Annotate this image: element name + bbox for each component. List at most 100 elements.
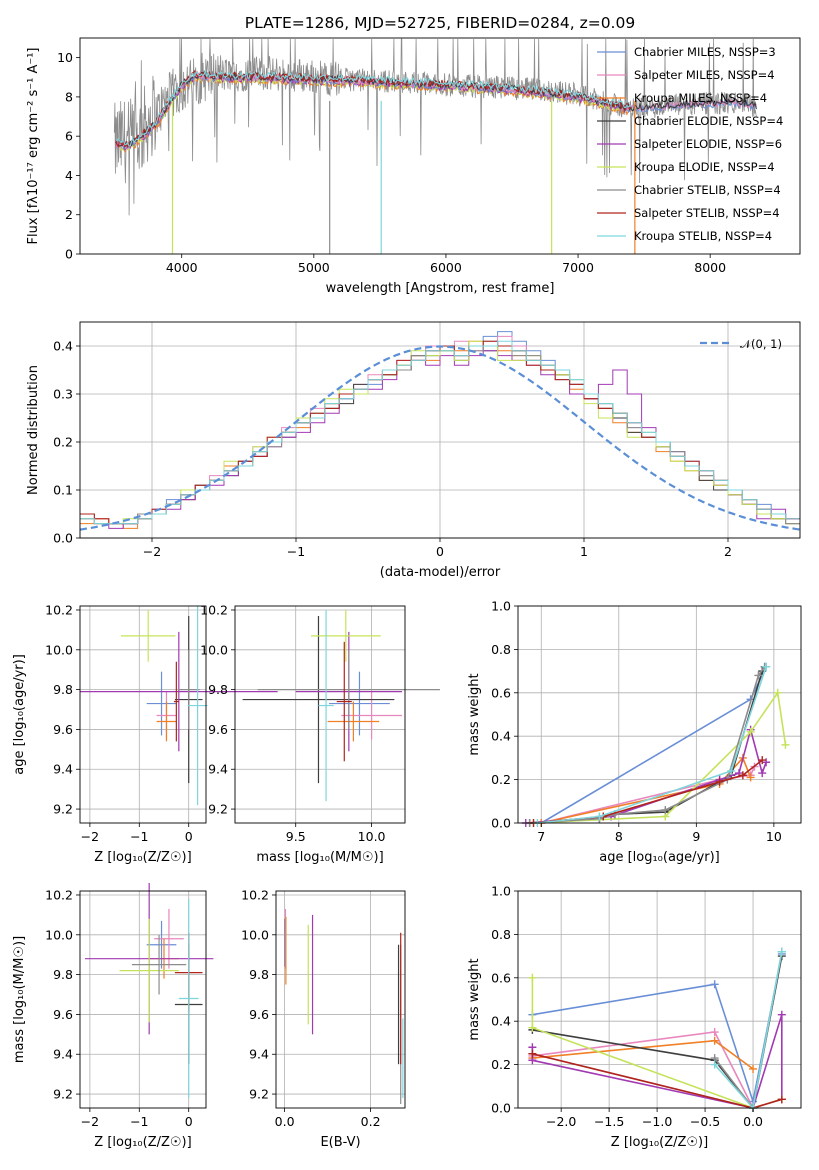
weight-marker — [710, 1036, 719, 1045]
residual-histogram-panel: −2 −1 0 1 2 0.0 0.1 0.2 0.3 0.4 (data-model)/error… — [26, 321, 801, 580]
weight-series-line — [537, 666, 767, 824]
legend-entry: Chabrier MILES, NSSP=3 — [634, 45, 776, 59]
weight-marker — [777, 1010, 786, 1019]
legend-entry: 𝒩(0, 1) — [740, 337, 782, 351]
axes-frame: 7 8 9 10 0.0 0.2 0.4 0.6 0.8 1.0 age [log₁₀(age/yr… — [467, 599, 802, 865]
axes-frame: 4000 5000 6000 7000 8000 0 2 4 6 8 10 wavelength [A… — [26, 37, 801, 296]
y-axis-label: Flux [fλ10⁻¹⁷ erg cm⁻² s⁻¹ A⁻¹] — [26, 48, 41, 245]
plot-area — [242, 609, 440, 802]
y-tick-label: 0.1 — [53, 483, 73, 498]
y-tick-label: 0.4 — [53, 339, 73, 354]
y-tick-label: 6 — [65, 129, 73, 144]
legend-entry: Chabrier ELODIE, NSSP=4 — [634, 114, 783, 128]
weight-marker — [710, 1060, 719, 1069]
y-tick-label: 0.0 — [491, 1101, 511, 1116]
x-tick-label: 9.5 — [286, 829, 306, 844]
x-tick-label: 0 — [436, 544, 444, 559]
axes-frame: 9.5 10.0 9.2 9.4 9.6 9.8 10.0 10.2 mass [log₁₀(M… — [200, 602, 406, 865]
spectrum-legend: Chabrier MILES, NSSP=3 Salpeter MILES, NS… — [597, 45, 783, 243]
x-tick-label: 5000 — [298, 260, 330, 275]
y-tick-label: 9.6 — [53, 1007, 73, 1022]
weight-marker — [710, 1028, 719, 1037]
age-vs-metallicity-panel: −2 −1 0 9.2 9.4 9.6 9.8 10.0 10.2 Z [log₁₀(Z/Z☉)]… — [12, 602, 278, 865]
y-tick-label: 0.0 — [491, 816, 511, 831]
x-tick-label: 2 — [724, 544, 732, 559]
plot-area — [79, 331, 801, 531]
plot-area — [80, 606, 278, 806]
weight-marker — [715, 777, 724, 786]
legend-entry: Salpeter MILES, NSSP=4 — [634, 68, 775, 82]
y-tick-label: 9.4 — [208, 762, 228, 777]
x-tick-label: 7 — [537, 829, 545, 844]
axes-frame: −2 −1 0 1 2 0.0 0.1 0.2 0.3 0.4 (data-model)/error… — [26, 321, 801, 580]
y-tick-label: 9.2 — [53, 802, 73, 817]
weight-marker — [758, 756, 767, 765]
spectrum-panel: 4000 5000 6000 7000 8000 0 2 4 6 8 10 wavelength [A… — [26, 37, 801, 296]
mass-vs-metallicity-panel: −2 −1 0 9.2 9.4 9.6 9.8 10.0 10.2 Z [log₁₀(Z/Z☉)]… — [12, 883, 214, 1150]
x-axis-label: mass [log₁₀(M/M☉)] — [256, 850, 383, 865]
weight-marker — [773, 688, 782, 697]
y-tick-label: 10.0 — [241, 927, 269, 942]
x-tick-label: −2.0 — [546, 1114, 576, 1129]
axes-border — [275, 890, 406, 1109]
axes-border — [79, 890, 207, 1109]
y-tick-label: 2 — [65, 207, 73, 222]
x-tick-label: −2 — [81, 1114, 99, 1129]
y-tick-label: 0.2 — [491, 772, 511, 787]
legend-entry: Chabrier STELIB, NSSP=4 — [634, 183, 781, 197]
gaussian-reference-curve — [79, 345, 801, 531]
weight-marker — [595, 812, 604, 821]
x-tick-label: −1.0 — [642, 1114, 672, 1129]
axes-border — [517, 605, 802, 824]
y-tick-label: 0.8 — [491, 642, 511, 657]
y-tick-label: 0.2 — [53, 435, 73, 450]
y-axis-label: Normed distribution — [26, 365, 41, 495]
x-axis-label: Z [log₁₀(Z/Z☉)] — [611, 1135, 708, 1150]
x-tick-label: −2 — [81, 829, 99, 844]
x-tick-label: −0.5 — [690, 1114, 720, 1129]
histogram-series-line — [80, 340, 800, 525]
y-tick-label: 0.2 — [491, 1057, 511, 1072]
weight-marker — [727, 766, 736, 775]
x-tick-label: −1 — [287, 544, 305, 559]
y-tick-label: 10.2 — [45, 887, 73, 902]
x-axis-label: E(B-V) — [320, 1135, 360, 1150]
y-tick-label: 10.0 — [200, 642, 228, 657]
plot-area — [521, 662, 790, 827]
model-spectrum-line — [115, 68, 631, 147]
y-tick-label: 9.8 — [53, 682, 73, 697]
y-tick-label: 0.0 — [53, 531, 73, 546]
axes-frame: −2 −1 0 9.2 9.4 9.6 9.8 10.0 10.2 Z [log₁₀(Z/Z☉)]… — [12, 602, 207, 865]
y-axis-label: mass weight — [467, 958, 482, 1040]
weight-marker — [746, 727, 755, 736]
x-axis-label: Z [log₁₀(Z/Z☉)] — [94, 850, 191, 865]
y-tick-label: 10.0 — [45, 642, 73, 657]
figure-title: PLATE=1286, MJD=52725, FIBERID=0284, z=0… — [245, 14, 635, 32]
y-tick-label: 9.2 — [208, 802, 228, 817]
weight-marker — [777, 947, 786, 956]
y-tick-label: 0.8 — [491, 927, 511, 942]
weight-marker — [528, 1049, 537, 1058]
axes-frame: 0.0 0.2 9.2 9.4 9.6 9.8 10.0 10.2 E(B-V) — [241, 887, 406, 1150]
plot-area — [84, 883, 214, 1099]
histogram-legend: 𝒩(0, 1) — [700, 337, 782, 351]
x-axis-label: age [log₁₀(age/yr)] — [599, 850, 720, 865]
x-tick-label: 10.0 — [358, 829, 386, 844]
y-tick-label: 8 — [65, 89, 73, 104]
weight-marker — [777, 1095, 786, 1104]
weight-marker — [749, 1064, 758, 1073]
y-axis-label: mass [log₁₀(M/M☉)] — [12, 936, 27, 1063]
legend-entry: Kroupa STELIB, NSSP=4 — [634, 229, 772, 243]
y-tick-label: 0.4 — [491, 729, 511, 744]
y-tick-label: 9.8 — [249, 967, 269, 982]
axes-border — [517, 890, 802, 1109]
y-axis-label: age [log₁₀(age/yr)] — [12, 654, 27, 775]
y-tick-label: 9.6 — [249, 1007, 269, 1022]
axes-frame: −2 −1 0 9.2 9.4 9.6 9.8 10.0 10.2 Z [log₁₀(Z/Z☉)]… — [12, 887, 207, 1150]
x-tick-label: 4000 — [166, 260, 198, 275]
weight-marker — [710, 980, 719, 989]
mass-weight-vs-metallicity-panel: −2.0 −1.5 −1.0 −0.5 0.0 0.0 0.2 0.4 0.6 0.8 1.0 Z [… — [467, 884, 802, 1150]
weight-series-line — [525, 726, 767, 824]
x-tick-label: 1 — [580, 544, 588, 559]
x-tick-label: −2 — [143, 544, 161, 559]
